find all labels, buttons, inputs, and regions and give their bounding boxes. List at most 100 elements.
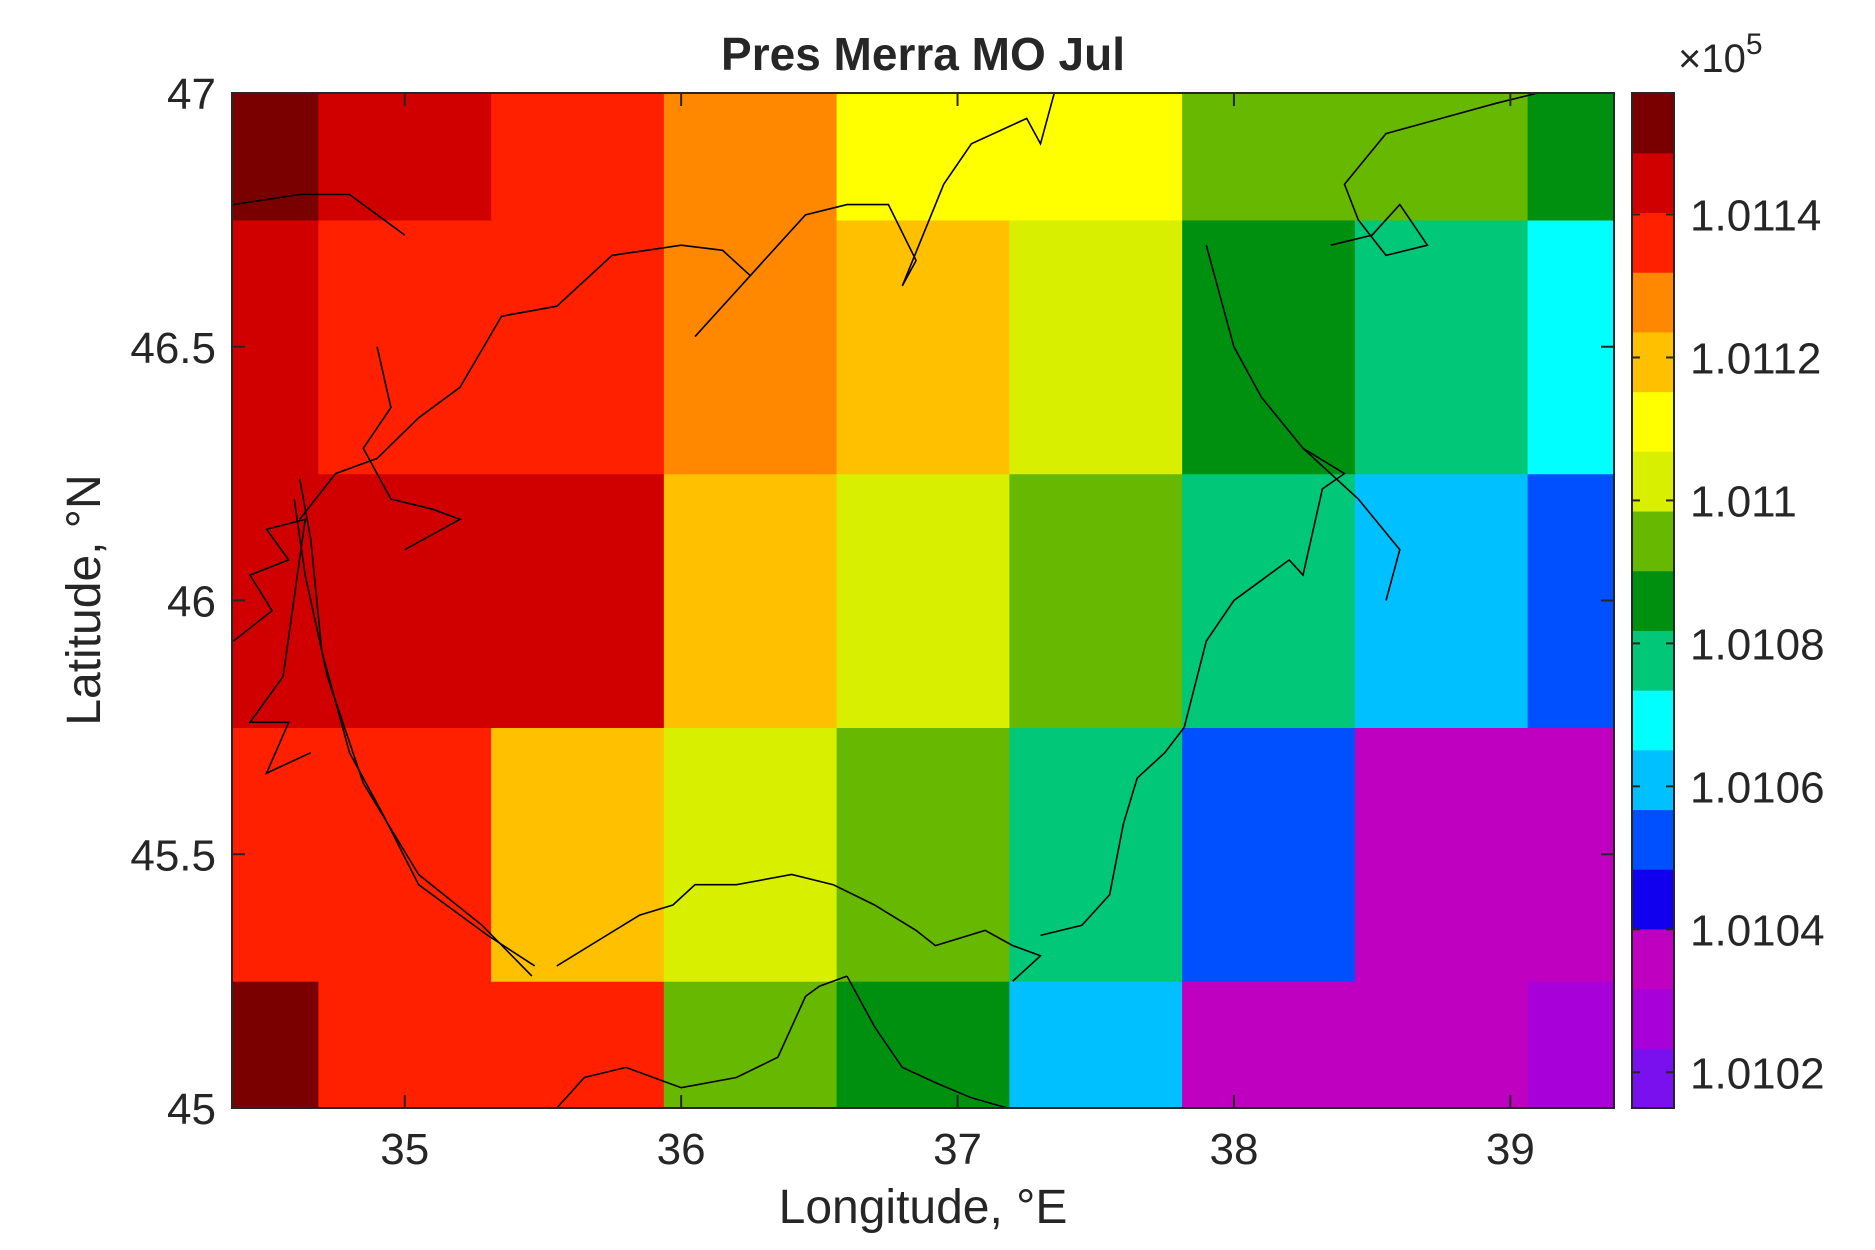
heatmap-cell: [491, 93, 665, 221]
x-tick-label: 39: [1486, 1125, 1535, 1174]
heatmap-cell: [1527, 727, 1615, 982]
colorbar: [1632, 93, 1674, 1109]
colorbar-swatch: [1632, 152, 1674, 214]
heatmap-cell: [1354, 727, 1529, 982]
heatmap-cell: [491, 473, 665, 728]
heatmap-cell: [1009, 473, 1183, 728]
coastline-azov-east-coast-north: [1330, 92, 1539, 257]
colorbar-swatch: [1632, 1048, 1674, 1109]
colorbar-swatch: [1632, 570, 1674, 631]
colorbar-swatch: [1632, 690, 1674, 751]
colorbar-swatch: [1632, 272, 1674, 333]
colorbar-frame: [1631, 92, 1675, 1109]
y-tick-label: 45: [167, 1085, 216, 1134]
heatmap-cell: [318, 473, 492, 728]
coastline-sivash-inlets: [232, 518, 312, 775]
colorbar-swatch: [1632, 451, 1674, 512]
heatmap-cell: [1009, 981, 1183, 1109]
coastline-crimea-west-coast: [233, 193, 406, 236]
coastline-kerch-peninsula-south: [556, 975, 848, 1109]
colorbar-tick-label: 1.0114: [1690, 192, 1821, 241]
heatmap-cell: [491, 219, 665, 475]
x-axis-ticks: 35 36 37 38 39: [380, 93, 1535, 1174]
coastline-kerch-strait-west: [846, 975, 1008, 1109]
colorbar-multiplier-base: ×10: [1678, 37, 1746, 81]
colorbar-multiplier-exponent: 5: [1746, 28, 1763, 61]
heatmap-cell: [663, 93, 838, 221]
coastline-northwest-coast: [299, 92, 1056, 520]
colorbar-swatch: [1632, 212, 1674, 273]
heatmap-cell: [1009, 219, 1183, 475]
heatmap-cell: [836, 473, 1010, 728]
colorbar-swatch: [1632, 510, 1674, 572]
heatmap-cell: [836, 93, 1010, 221]
chart-title: Pres Merra MO Jul: [721, 28, 1125, 80]
colorbar-tick-label: 1.0104: [1690, 906, 1825, 955]
colorbar-swatch: [1632, 928, 1674, 990]
colorbar-swatch: [1632, 809, 1674, 870]
colorbar-swatch: [1632, 630, 1674, 691]
heatmap-cell: [663, 727, 838, 982]
colorbar-tick-label: 1.0108: [1690, 620, 1825, 669]
y-tick-label: 46.5: [130, 324, 216, 373]
heatmap-cell: [1527, 473, 1615, 728]
coastline-kerch-peninsula-north: [556, 873, 1043, 982]
heatmap-cell: [663, 473, 838, 728]
heatmap-cell: [318, 219, 492, 475]
colorbar-tick-label: 1.011: [1690, 477, 1797, 526]
heatmap-cell: [318, 727, 492, 982]
heatmap-cell: [232, 219, 319, 475]
colorbar-swatch: [1632, 988, 1674, 1049]
colorbar-multiplier: ×105: [1678, 28, 1763, 81]
heatmap-cell: [318, 93, 492, 221]
coastline-yeysk-spit: [1302, 447, 1401, 601]
heatmap-cell: [1182, 93, 1356, 221]
heatmap-cell: [1354, 981, 1529, 1109]
y-tick-label: 45.5: [130, 831, 216, 880]
colorbar-swatch: [1632, 331, 1674, 393]
y-axis-label: Latitude, °N: [58, 474, 111, 725]
heatmap-cell: [1527, 219, 1615, 475]
heatmap-cell: [1527, 93, 1615, 221]
colorbar-tick-label: 1.0112: [1690, 334, 1821, 383]
heatmap-cell: [232, 981, 319, 1109]
heatmap-cell: [1009, 727, 1183, 982]
heatmap-cell: [232, 93, 319, 221]
coastline-azov-east-coast: [1183, 244, 1346, 728]
heatmap-cell: [491, 981, 665, 1109]
heatmap-cell: [663, 981, 838, 1109]
colorbar-swatch: [1632, 869, 1674, 930]
colorbar-swatch: [1632, 749, 1674, 811]
x-tick-label: 37: [933, 1125, 982, 1174]
heatmap-cell: [232, 727, 319, 982]
coastline-arabat-spit: [298, 478, 536, 967]
coastline-northwest-inner-spit: [362, 346, 462, 551]
y-tick-label: 46: [167, 578, 216, 627]
x-tick-label: 38: [1209, 1125, 1258, 1174]
heatmap-cell: [836, 727, 1010, 982]
heatmap-cell: [232, 473, 319, 728]
heatmap-cell: [1182, 219, 1356, 475]
colorbar-tick-label: 1.0106: [1690, 763, 1825, 812]
coastline-taman-peninsula: [1040, 726, 1185, 937]
heatmap-cell: [318, 981, 492, 1109]
heatmap-cells: [232, 93, 1615, 1109]
colorbar-ticks: 1.0102 1.0104 1.0106 1.0108 1.011 1.0112 1.011…: [1632, 192, 1825, 1098]
heatmap-cell: [836, 981, 1010, 1109]
y-axis-ticks: 45 45.5 46 46.5 47: [130, 70, 1614, 1134]
coastline: [232, 92, 1539, 1109]
colorbar-swatch: [1632, 93, 1674, 154]
heatmap-cell: [663, 219, 838, 475]
heatmap-cell: [1354, 93, 1529, 221]
heatmap-cell: [1009, 93, 1183, 221]
heatmap-cell: [491, 727, 665, 982]
x-axis-label: Longitude, °E: [779, 1181, 1068, 1234]
heatmap-cell: [1354, 219, 1529, 475]
heatmap-cell: [1527, 981, 1615, 1109]
x-tick-label: 35: [380, 1125, 429, 1174]
colorbar-tick-label: 1.0102: [1690, 1049, 1825, 1098]
colorbar-swatch: [1632, 391, 1674, 452]
heatmap-cell: [1182, 473, 1356, 728]
heatmap-cell: [1354, 473, 1529, 728]
